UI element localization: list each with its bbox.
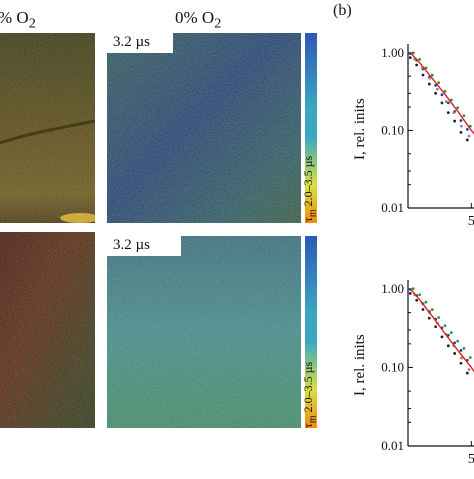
data-point xyxy=(430,73,434,77)
plot-bottom-svg: 1.00 0.10 0.01 5 xyxy=(381,280,474,467)
colorscale-top-label: τm 2.0–3.5 µs xyxy=(301,156,318,222)
y-tick-label: 0.10 xyxy=(381,122,404,137)
y-tick-label: 1.00 xyxy=(381,281,404,296)
colorscale-top-subscript: m xyxy=(307,209,319,218)
data-point xyxy=(434,91,438,95)
data-point xyxy=(453,119,457,123)
data-point xyxy=(468,356,472,359)
data-point xyxy=(421,73,425,77)
fit-line xyxy=(410,52,474,135)
fit-line xyxy=(409,288,474,373)
data-point xyxy=(443,324,447,328)
left-heading: % O2 xyxy=(0,8,36,32)
center-heading: 0% O2 xyxy=(175,8,221,32)
plot-bottom: 1.00 0.10 0.01 5 xyxy=(334,272,474,474)
data-point xyxy=(449,98,453,102)
data-point xyxy=(459,361,463,365)
data-point xyxy=(440,93,444,97)
data-point xyxy=(452,111,456,115)
data-point xyxy=(465,138,469,142)
data-point xyxy=(443,89,447,93)
panel-b-letter: (b) xyxy=(333,2,352,19)
data-point xyxy=(446,344,450,348)
colorscale-bottom-subscript: m xyxy=(307,415,319,424)
x-tick-label: 5 xyxy=(468,452,474,467)
data-point xyxy=(446,111,450,115)
data-point xyxy=(430,308,434,311)
data-point xyxy=(465,371,469,375)
data-point xyxy=(424,300,428,304)
center-top-time-label: 3.2 µs xyxy=(107,33,173,53)
data-point xyxy=(421,308,425,311)
data-point xyxy=(446,101,450,105)
data-point xyxy=(440,335,444,339)
left-image-bottom-texture xyxy=(0,232,95,428)
center-image-top: 3.2 µs xyxy=(107,33,301,223)
left-heading-text: % O xyxy=(0,8,29,27)
center-heading-text: 0% O xyxy=(175,8,215,27)
data-point xyxy=(411,287,415,291)
data-point xyxy=(427,82,431,86)
colorscale-top xyxy=(305,33,317,223)
data-point xyxy=(434,325,438,329)
data-point xyxy=(453,341,457,345)
data-point xyxy=(460,356,463,360)
center-heading-subscript: 2 xyxy=(214,15,222,32)
data-point xyxy=(465,128,469,131)
left-image-top xyxy=(0,33,95,223)
center-image-top-texture xyxy=(107,33,301,223)
y-tick-label: 0.10 xyxy=(381,359,404,374)
y-tick-label: 0.01 xyxy=(381,200,404,215)
data-point xyxy=(437,81,441,85)
plot-top: 1.00 0.10 0.01 5 xyxy=(334,36,474,236)
data-point xyxy=(415,63,419,67)
data-point xyxy=(462,114,466,118)
center-bottom-time-label: 3.2 µs xyxy=(107,236,181,256)
data-point xyxy=(459,119,463,122)
colorscale-bottom-symbol: τ xyxy=(301,423,315,428)
data-point xyxy=(408,56,412,60)
center-image-bottom: 3.2 µs xyxy=(107,236,301,428)
data-point xyxy=(418,57,422,61)
data-point xyxy=(444,100,448,103)
left-image-bottom xyxy=(0,232,95,428)
data-point xyxy=(459,349,463,352)
data-point xyxy=(428,76,432,80)
data-point xyxy=(456,106,460,110)
x-tick-label: 5 xyxy=(468,214,474,229)
data-point xyxy=(459,131,463,134)
data-point xyxy=(449,331,453,335)
data-point xyxy=(440,101,444,105)
y-tick-label: 0.01 xyxy=(381,438,404,453)
data-point xyxy=(418,293,422,297)
colorscale-top-range: 2.0–3.5 µs xyxy=(301,155,315,207)
data-point xyxy=(411,51,415,55)
colorscale-bottom-label: τm 2.0–3.5 µs xyxy=(301,362,318,428)
plot-top-svg: 1.00 0.10 0.01 5 xyxy=(381,44,474,229)
data-point xyxy=(467,134,471,138)
left-image-top-texture xyxy=(0,33,95,223)
data-point xyxy=(437,316,441,319)
data-point xyxy=(456,339,460,343)
data-point xyxy=(467,368,471,371)
data-point xyxy=(435,87,439,91)
colorscale-bottom xyxy=(305,236,317,428)
center-image-bottom-texture xyxy=(107,236,301,428)
colorscale-bottom-range: 2.0–3.5 µs xyxy=(301,361,315,413)
data-point xyxy=(427,316,431,320)
y-tick-label: 1.00 xyxy=(381,45,404,60)
data-point xyxy=(462,346,466,350)
data-point xyxy=(408,292,412,295)
data-point xyxy=(415,298,419,302)
data-point xyxy=(453,352,457,355)
data-point xyxy=(460,124,463,128)
left-heading-subscript: 2 xyxy=(28,15,36,32)
colorscale-top-symbol: τ xyxy=(301,217,315,222)
